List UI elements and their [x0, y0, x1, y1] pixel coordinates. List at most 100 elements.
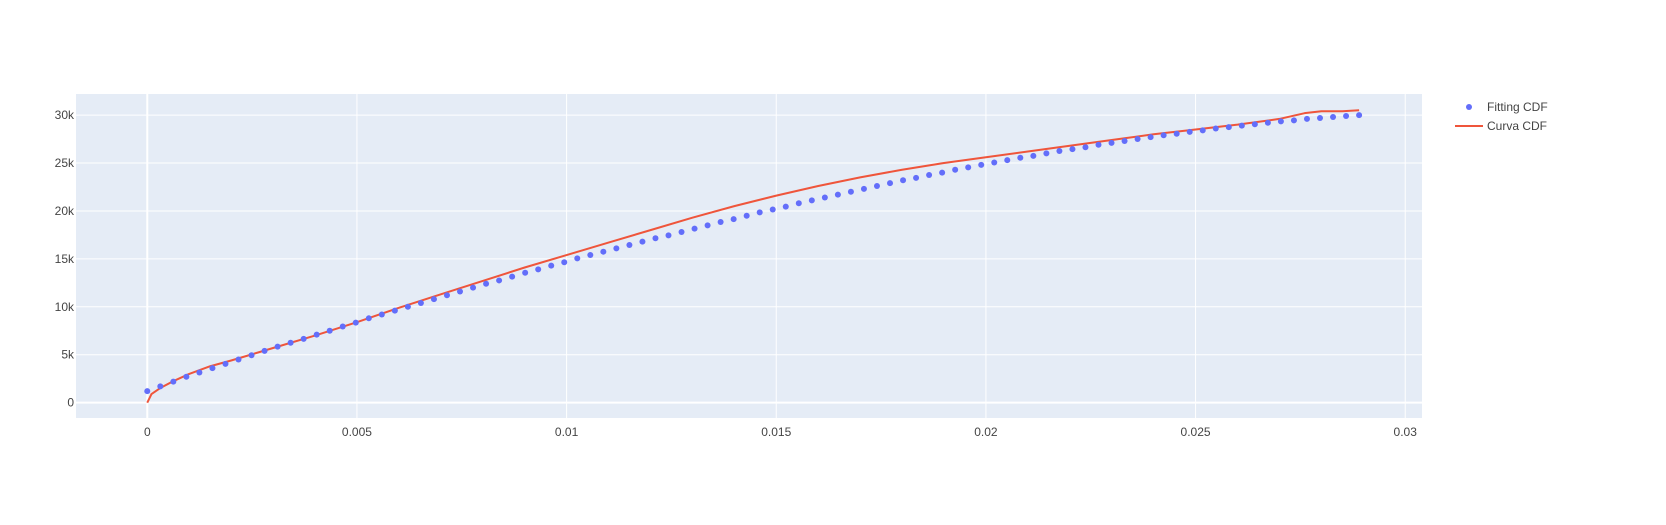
- y-tick-label: 30k: [55, 108, 75, 122]
- data-point: [1056, 148, 1063, 155]
- data-point: [457, 288, 464, 295]
- data-point: [860, 185, 867, 192]
- data-point: [978, 161, 985, 168]
- data-point: [157, 383, 164, 390]
- x-tick-label: 0.025: [1181, 425, 1211, 439]
- data-point: [535, 266, 542, 273]
- data-point: [691, 225, 698, 232]
- plot-area: [76, 94, 1422, 418]
- data-point: [913, 174, 920, 181]
- data-point: [391, 307, 398, 314]
- data-point: [626, 241, 633, 248]
- data-point: [1186, 128, 1193, 135]
- legend-item-fitting-cdf[interactable]: Fitting CDF: [1466, 100, 1548, 114]
- data-point: [821, 194, 828, 201]
- data-point: [1277, 118, 1284, 125]
- data-point: [808, 197, 815, 204]
- data-point: [1043, 150, 1050, 157]
- data-point: [1108, 139, 1115, 146]
- data-point: [170, 378, 177, 385]
- data-point: [652, 235, 659, 242]
- data-point: [1356, 112, 1363, 119]
- data-point: [834, 191, 841, 198]
- data-point: [756, 209, 763, 216]
- x-tick-label: 0.015: [761, 425, 791, 439]
- data-point: [1069, 146, 1076, 153]
- data-point: [1290, 117, 1297, 124]
- data-point: [952, 166, 959, 173]
- data-point: [1030, 152, 1037, 159]
- data-point: [339, 323, 346, 330]
- data-point: [1212, 125, 1219, 132]
- data-point: [144, 388, 151, 395]
- x-tick-label: 0: [144, 425, 151, 439]
- data-point: [665, 232, 672, 239]
- data-point: [287, 339, 294, 346]
- y-gridlines: [76, 114, 1422, 404]
- x-tick-label: 0.005: [342, 425, 372, 439]
- data-point: [965, 164, 972, 171]
- legend-label-curva-cdf: Curva CDF: [1487, 119, 1547, 133]
- data-point: [1147, 134, 1154, 141]
- y-tick-label: 20k: [55, 204, 75, 218]
- data-point: [873, 183, 880, 190]
- data-point: [1264, 119, 1271, 126]
- data-point: [196, 369, 203, 376]
- data-point: [639, 238, 646, 245]
- y-tick-label: 0: [67, 396, 74, 410]
- data-point: [222, 360, 229, 367]
- data-point: [352, 319, 359, 326]
- data-point: [1082, 144, 1089, 151]
- x-tick-label: 0.02: [974, 425, 998, 439]
- data-point: [613, 245, 620, 252]
- data-point: [704, 222, 711, 229]
- y-axis: 0 5k 10k 15k 20k 25k 30k: [55, 108, 75, 410]
- data-point: [365, 315, 372, 322]
- data-point: [1317, 114, 1324, 121]
- data-point: [1121, 137, 1128, 144]
- y-tick-label: 5k: [61, 348, 75, 362]
- data-point: [522, 269, 529, 276]
- legend-marker-fitting-cdf: [1466, 104, 1472, 110]
- data-point: [378, 311, 385, 318]
- data-point: [587, 252, 594, 259]
- data-point: [1173, 130, 1180, 137]
- data-point: [939, 169, 946, 176]
- data-point: [900, 177, 907, 184]
- data-point: [470, 284, 477, 291]
- data-point: [600, 248, 607, 255]
- data-point: [548, 262, 555, 269]
- data-point: [926, 172, 933, 178]
- data-point: [235, 356, 242, 363]
- data-point: [1199, 127, 1206, 134]
- data-point: [248, 352, 255, 359]
- data-point: [326, 327, 333, 334]
- data-point: [209, 365, 216, 372]
- legend[interactable]: Fitting CDF Curva CDF: [1455, 100, 1548, 133]
- data-point: [561, 259, 568, 266]
- data-point: [483, 280, 490, 287]
- data-point: [261, 347, 268, 354]
- data-point: [1225, 124, 1232, 131]
- x-tick-label: 0.03: [1394, 425, 1418, 439]
- data-point: [1017, 154, 1024, 161]
- data-point: [847, 188, 854, 195]
- data-point: [887, 180, 894, 187]
- x-tick-label: 0.01: [555, 425, 579, 439]
- data-point: [1095, 141, 1102, 148]
- data-point: [274, 343, 281, 350]
- points-series: [144, 112, 1363, 395]
- data-point: [730, 216, 737, 223]
- data-point: [717, 218, 724, 225]
- data-point: [417, 299, 424, 306]
- data-point: [1004, 157, 1011, 164]
- data-point: [795, 200, 802, 207]
- data-point: [430, 296, 437, 303]
- legend-item-curva-cdf[interactable]: Curva CDF: [1455, 119, 1547, 133]
- data-point: [1251, 121, 1258, 128]
- data-point: [300, 335, 307, 342]
- data-point: [678, 229, 685, 236]
- data-point: [496, 277, 503, 284]
- data-point: [443, 292, 450, 299]
